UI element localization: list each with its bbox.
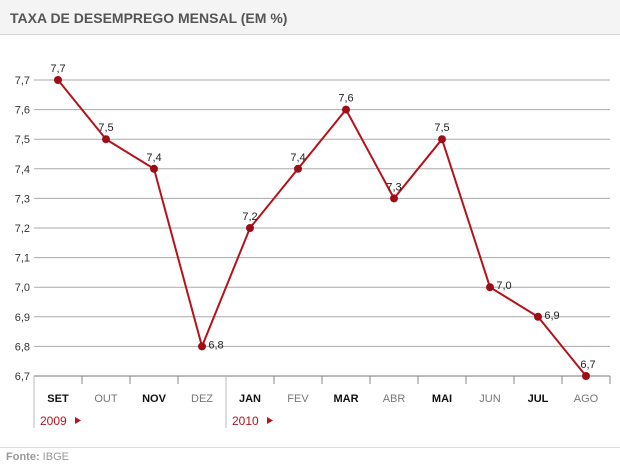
data-point	[582, 372, 590, 380]
x-tick-label: JUL	[528, 393, 549, 405]
year-label: 2009	[40, 414, 67, 428]
source-value: IBGE	[42, 451, 69, 463]
y-tick-label: 7,6	[15, 105, 30, 117]
data-label: 7,0	[496, 280, 511, 292]
x-tick-label: MAI	[432, 393, 452, 405]
x-tick-label: OUT	[94, 393, 118, 405]
y-tick-label: 7,1	[15, 253, 30, 265]
data-label: 7,5	[434, 122, 449, 134]
y-tick-label: 7,2	[15, 223, 30, 235]
y-tick-label: 7,3	[15, 193, 30, 205]
data-point	[294, 164, 302, 173]
year-label: 2010	[232, 414, 259, 428]
data-point	[198, 342, 206, 351]
arrow-right-icon	[267, 417, 273, 424]
title-bar: TAXA DE DESEMPREGO MENSAL (EM %)	[0, 0, 620, 35]
data-label: 6,7	[580, 359, 595, 371]
series-line	[57, 79, 587, 377]
data-point	[102, 135, 110, 144]
data-label: 7,7	[50, 63, 65, 75]
y-tick-label: 7,4	[15, 164, 30, 176]
x-tick-label: ABR	[383, 393, 406, 405]
y-tick-label: 6,7	[15, 371, 30, 383]
data-label: 7,5	[98, 122, 113, 134]
x-tick-label: DEZ	[191, 393, 213, 405]
data-label: 6,9	[544, 310, 559, 322]
data-point	[486, 283, 494, 292]
y-tick-label: 7,5	[15, 134, 30, 146]
x-tick-label: FEV	[287, 393, 309, 405]
x-tick-label: JUN	[479, 393, 500, 405]
data-label: 7,2	[242, 211, 257, 223]
y-tick-label: 7,7	[15, 75, 30, 87]
chart-title: TAXA DE DESEMPREGO MENSAL (EM %)	[10, 10, 288, 26]
x-tick-label: AGO	[574, 393, 599, 405]
y-tick-label: 7,0	[15, 282, 30, 294]
data-point	[390, 194, 398, 203]
arrow-right-icon	[75, 417, 81, 424]
data-point	[246, 224, 254, 232]
data-label: 6,8	[208, 339, 223, 351]
data-point	[438, 135, 446, 144]
data-point	[150, 164, 158, 173]
y-tick-label: 6,8	[15, 341, 30, 353]
data-point	[534, 312, 542, 321]
data-point	[54, 76, 62, 84]
source-label: Fonte:	[6, 451, 40, 463]
y-tick-label: 6,9	[15, 312, 30, 324]
data-label: 7,3	[386, 181, 401, 193]
x-tick-label: NOV	[142, 393, 167, 405]
line-chart: 6,7 6,8 6,9 7,0 7,1 7,2 7,3 7,4 7,5 7,6 7,7 SET OUT N…	[15, 63, 611, 428]
data-label: 7,4	[146, 152, 161, 164]
x-tick-label: SET	[47, 393, 69, 405]
x-tick-label: MAR	[333, 393, 358, 405]
data-label: 7,6	[338, 93, 353, 105]
x-tick-label: JAN	[239, 393, 261, 405]
source-note: Fonte: IBGE	[6, 451, 69, 463]
data-point	[342, 105, 350, 114]
footer-divider	[0, 447, 620, 448]
data-label: 7,4	[290, 152, 305, 164]
